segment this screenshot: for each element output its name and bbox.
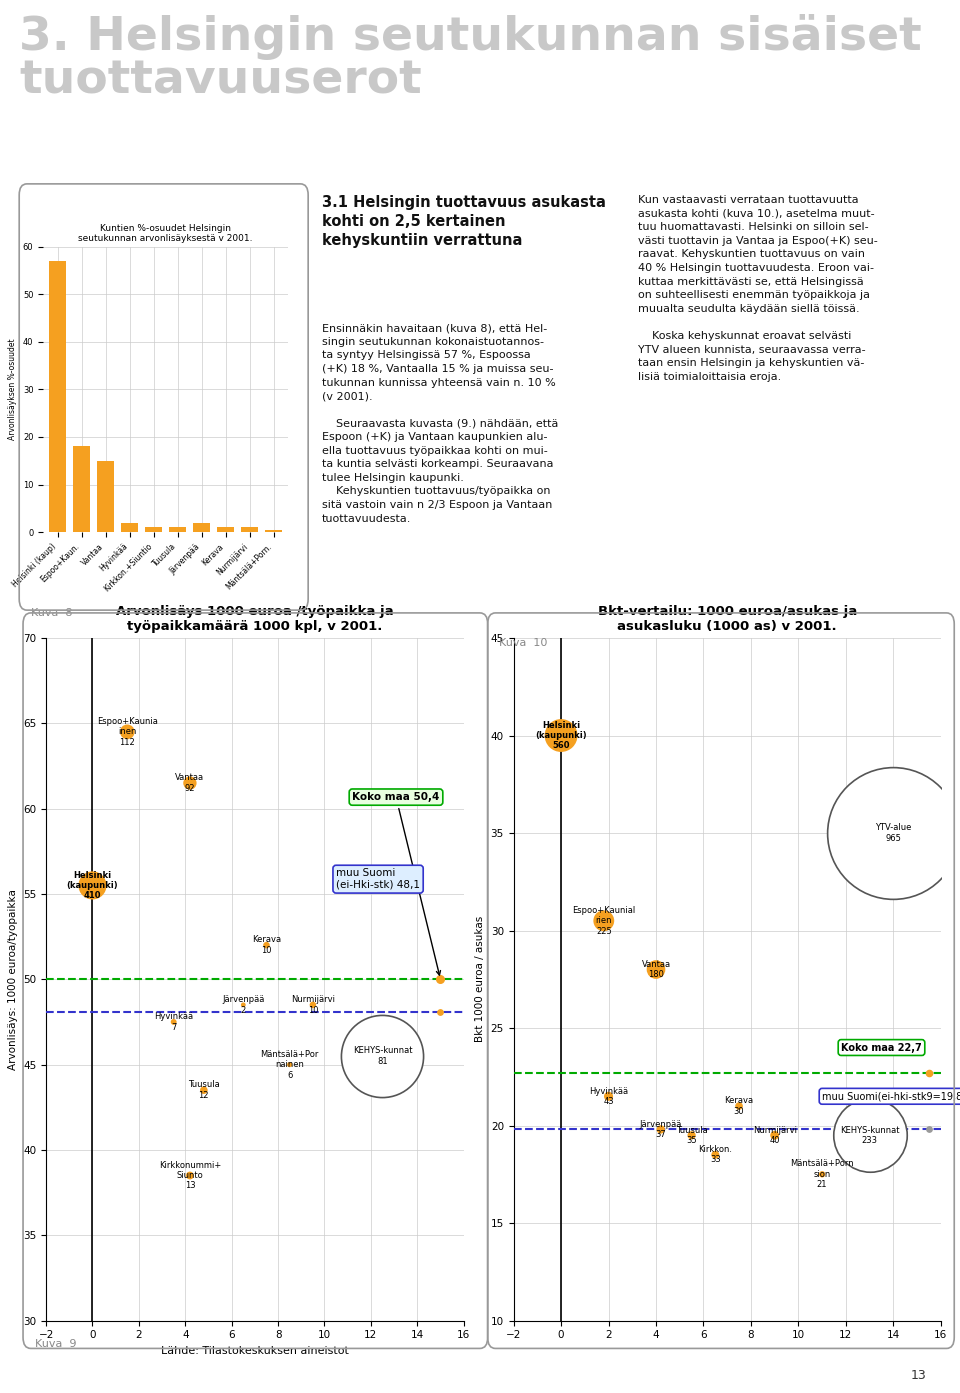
Point	[235, 993, 251, 1015]
Text: Vantaa
92: Vantaa 92	[176, 773, 204, 793]
Point	[196, 1080, 211, 1102]
Point	[862, 1124, 877, 1146]
Bar	[217, 528, 234, 532]
Bar	[145, 528, 162, 532]
X-axis label: Lähde: Tilastokeskuksen aineistot: Lähde: Tilastokeskuksen aineistot	[161, 1346, 348, 1355]
Text: tuottavuuserot: tuottavuuserot	[19, 59, 422, 103]
Text: Lauronen 27.6.2005/: Lauronen 27.6.2005/	[46, 676, 115, 681]
Point	[433, 1000, 448, 1022]
Text: Kuva  10: Kuva 10	[499, 638, 547, 648]
Point	[84, 875, 100, 897]
Text: Kuva  8: Kuva 8	[31, 607, 72, 617]
Text: bkt-Hgn-seutukunta-95-01-m-yht-nuokaa-1: bkt-Hgn-seutukunta-95-01-m-yht-nuokaa-1	[46, 705, 188, 710]
Title: Bkt-vertailu: 1000 euroa/asukas ja
asukasluku (1000 as) v 2001.: Bkt-vertailu: 1000 euroa/asukas ja asuka…	[597, 605, 857, 632]
Bar	[121, 522, 138, 532]
Text: Tuusula
35: Tuusula 35	[676, 1126, 708, 1145]
Point	[120, 720, 135, 742]
Text: Ensinnäkin havaitaan (kuva 8), että Hel-
singin seutukunnan kokonaistuotannos-
t: Ensinnäkin havaitaan (kuva 8), että Hel-…	[322, 323, 558, 524]
Text: Kirkkonummi+
Siunto
13: Kirkkonummi+ Siunto 13	[158, 1160, 221, 1191]
Point	[182, 772, 198, 794]
Point	[767, 1124, 782, 1146]
Point	[653, 1119, 668, 1141]
Text: Kerava
10: Kerava 10	[252, 936, 281, 954]
Bar	[73, 446, 90, 532]
Text: Koko maa 50,4: Koko maa 50,4	[352, 793, 441, 975]
Point	[886, 822, 901, 844]
Text: Helsinki
(kaupunki)
410: Helsinki (kaupunki) 410	[66, 871, 118, 900]
Text: Espoo+Kaunial
rien
225: Espoo+Kaunial rien 225	[572, 905, 636, 936]
Point	[305, 993, 321, 1015]
Text: Mäntsälä+Porn
sion
21: Mäntsälä+Porn sion 21	[790, 1159, 854, 1190]
Bar	[193, 522, 210, 532]
Text: KEHYS-kunnat
233: KEHYS-kunnat 233	[840, 1126, 900, 1145]
Bar	[241, 528, 258, 532]
Text: Vantaa
180: Vantaa 180	[641, 960, 671, 979]
Bar	[265, 529, 282, 532]
Text: 3.1 Helsingin tuottavuus asukasta
kohti on 2,5 kertainen
kehyskuntiin verrattuna: 3.1 Helsingin tuottavuus asukasta kohti …	[322, 195, 606, 248]
Point	[259, 933, 275, 956]
Text: Espoo+Kaunia
inen
112: Espoo+Kaunia inen 112	[97, 717, 157, 747]
Point	[922, 1119, 937, 1141]
Text: Nurmijärvi
10: Nurmijärvi 10	[291, 995, 335, 1014]
Text: Kun vastaavasti verrataan tuottavuutta
asukasta kohti (kuva 10.), asetelma muut-: Kun vastaavasti verrataan tuottavuutta a…	[638, 195, 878, 382]
Bar	[97, 461, 114, 532]
Point	[814, 1163, 829, 1185]
Text: Kuva  9: Kuva 9	[35, 1339, 76, 1348]
Point	[596, 910, 612, 932]
Text: Järvenpää
37: Järvenpää 37	[639, 1120, 682, 1139]
Point	[922, 1061, 937, 1084]
Title: Kuntien %-osuudet Helsingin
seutukunnan arvonlisäyksestä v 2001.: Kuntien %-osuudet Helsingin seutukunnan …	[79, 224, 252, 242]
Text: Kerava
30: Kerava 30	[725, 1096, 754, 1116]
Text: muu Suomi
(ei-Hki-stk) 48,1: muu Suomi (ei-Hki-stk) 48,1	[336, 868, 420, 890]
Point	[166, 1011, 181, 1034]
Point	[282, 1053, 298, 1075]
Text: Hyvinkää
43: Hyvinkää 43	[589, 1087, 628, 1106]
Point	[553, 724, 568, 747]
Point	[648, 958, 663, 981]
Text: muu Suomi(ei-hki-stk9=19,8: muu Suomi(ei-hki-stk9=19,8	[822, 1091, 960, 1102]
Text: Järvenpää
2: Järvenpää 2	[222, 995, 264, 1014]
Y-axis label: Arvonlisäyksen %-osuudet: Arvonlisäyksen %-osuudet	[9, 338, 17, 440]
Text: 13: 13	[911, 1369, 926, 1382]
Text: Nurmijärvi
40: Nurmijärvi 40	[753, 1126, 797, 1145]
Text: Hyvinkää
7: Hyvinkää 7	[155, 1013, 193, 1032]
Text: Koko maa 22,7: Koko maa 22,7	[841, 1042, 922, 1053]
Text: Kirkkon.
33: Kirkkon. 33	[698, 1145, 732, 1165]
Text: 3. Helsingin seutukunnan sisäiset: 3. Helsingin seutukunnan sisäiset	[19, 14, 922, 60]
Point	[182, 1165, 198, 1187]
Y-axis label: Arvonlisäys: 1000 euroa/tyopaikka: Arvonlisäys: 1000 euroa/tyopaikka	[8, 889, 17, 1070]
Point	[708, 1144, 723, 1166]
Text: Kunnat: Kunnat	[181, 702, 208, 712]
Point	[732, 1095, 747, 1117]
Text: Helsinki
(kaupunki)
560: Helsinki (kaupunki) 560	[536, 720, 587, 751]
Title: Arvonlisäys 1000 euroa /työpaikka ja
työpaikkamäärä 1000 kpl, v 2001.: Arvonlisäys 1000 euroa /työpaikka ja työ…	[116, 605, 394, 632]
Y-axis label: Bkt 1000 euroa / asukas: Bkt 1000 euroa / asukas	[475, 917, 485, 1042]
Bar	[49, 260, 66, 532]
Bar	[169, 528, 186, 532]
Text: KEHYS-kunnat
81: KEHYS-kunnat 81	[352, 1046, 412, 1066]
Point	[684, 1124, 699, 1146]
Text: YTV-alue
965: YTV-alue 965	[876, 823, 912, 843]
Text: Mäntsälä+Por
nainen
6: Mäntsälä+Por nainen 6	[260, 1050, 319, 1080]
Text: Tuusula
12: Tuusula 12	[188, 1081, 220, 1100]
Point	[433, 968, 448, 990]
Point	[374, 1045, 390, 1067]
Point	[601, 1085, 616, 1107]
